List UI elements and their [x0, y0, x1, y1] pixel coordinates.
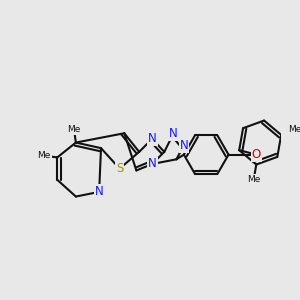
Text: N: N [169, 127, 178, 140]
Text: Me: Me [247, 175, 260, 184]
Text: Me: Me [67, 125, 81, 134]
Text: Me: Me [38, 151, 51, 160]
Text: S: S [116, 162, 123, 175]
Text: N: N [179, 139, 188, 152]
Text: N: N [148, 132, 157, 145]
Text: O: O [252, 148, 261, 161]
Text: N: N [148, 158, 157, 170]
Text: N: N [95, 185, 103, 198]
Text: Me: Me [289, 125, 300, 134]
